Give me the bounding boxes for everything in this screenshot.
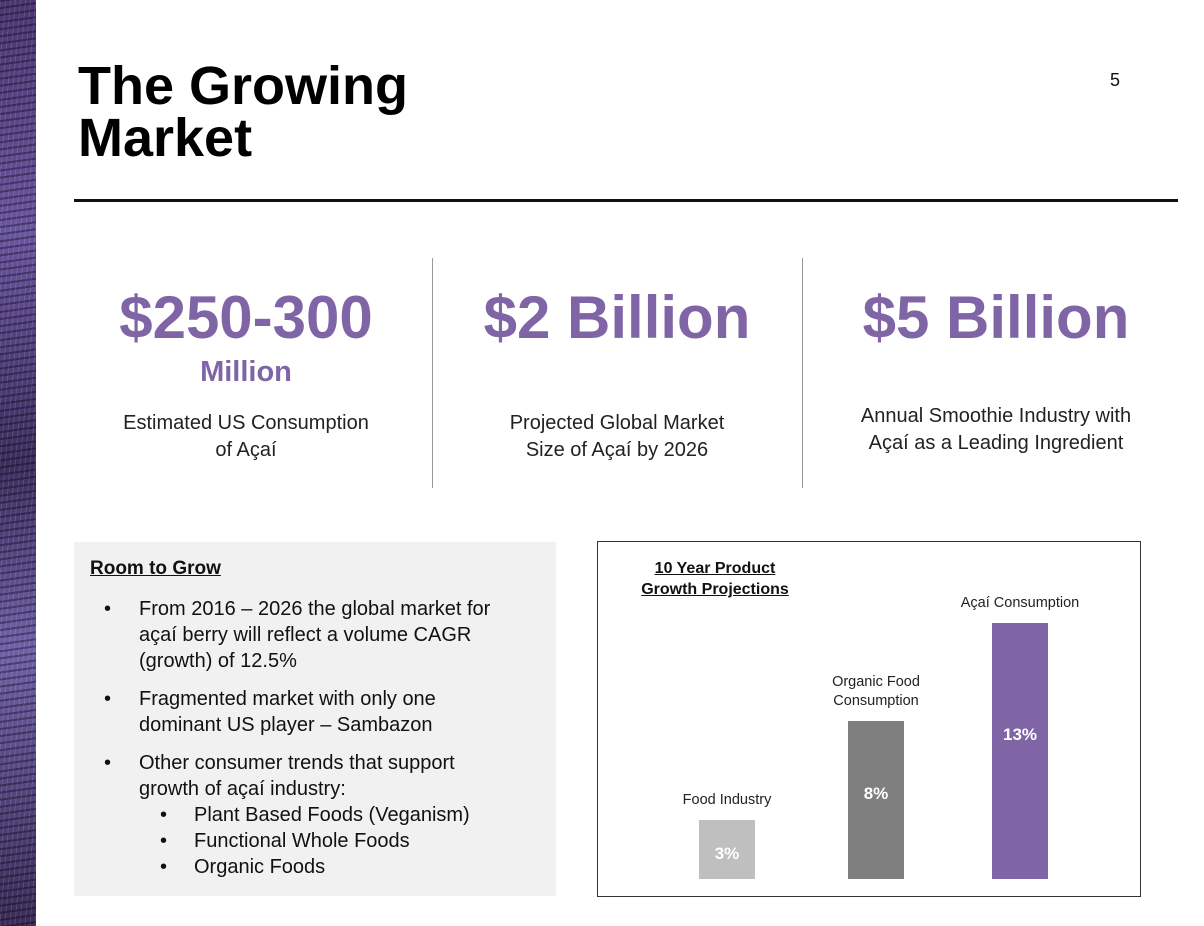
column-divider	[802, 258, 803, 488]
column-divider	[432, 258, 433, 488]
stat-description-line: Annual Smoothie Industry with	[860, 405, 1132, 427]
bullet-line: From 2016 – 2026 the global market for	[139, 598, 491, 620]
chart-bar	[699, 820, 755, 879]
growth-projection-chart: 10 Year Product Growth Projections 3% Foo…	[597, 541, 1141, 897]
chart-bar-value: 8%	[863, 784, 889, 804]
stat-global-market: $2 Billion Projected Global Market Size …	[467, 283, 767, 461]
page-number: 5	[1110, 70, 1121, 90]
bullet-marker: •	[104, 752, 112, 774]
chart-category-label: Açaí Consumption	[945, 594, 1095, 613]
stat-value: $5 Billion	[862, 284, 1130, 351]
room-to-grow-panel: Room to Grow • From 2016 – 2026 the glob…	[74, 542, 556, 896]
stat-description: Annual Smoothie Industry with Açaí as a …	[836, 403, 1156, 457]
stat-description-line: of Açaí	[215, 439, 277, 461]
sub-bullet-line: Functional Whole Foods	[194, 830, 410, 852]
chart-category-label-line: Organic Food	[832, 674, 920, 690]
bullet-marker: •	[104, 688, 112, 710]
sub-bullet-marker: •	[160, 804, 168, 826]
chart-title: 10 Year Product Growth Projections	[618, 558, 812, 600]
room-to-grow-title: Room to Grow	[90, 558, 221, 579]
stat-description-line: Estimated US Consumption	[123, 412, 369, 434]
chart-bar-value: 3%	[714, 843, 740, 863]
chart-category-label: Food Industry	[652, 791, 802, 810]
bullet-line: (growth) of 12.5%	[139, 650, 297, 672]
stat-description-line: Projected Global Market	[509, 412, 725, 434]
stat-description: Projected Global Market Size of Açaí by …	[467, 410, 767, 464]
bullet-line: dominant US player – Sambazon	[139, 714, 433, 736]
chart-bar	[992, 623, 1048, 879]
bullet-line: Fragmented market with only one	[139, 688, 436, 710]
sub-bullet-marker: •	[160, 830, 168, 852]
chart-category-label-line: Açaí Consumption	[960, 595, 1080, 611]
sub-bullet-line: Organic Foods	[194, 856, 326, 878]
bullet-line: açaí berry will reflect a volume CAGR	[139, 624, 472, 646]
bullet-line: growth of açaí industry:	[139, 778, 346, 800]
stat-value: $2 Billion	[483, 284, 751, 351]
stat-smoothie-industry: $5 Billion Annual Smoothie Industry with…	[836, 283, 1156, 454]
bullet-line: Other consumer trends that support	[139, 752, 455, 774]
chart-bar	[848, 721, 904, 879]
title-divider	[74, 199, 1178, 202]
chart-category-label-line: Food Industry	[682, 792, 772, 808]
stat-us-consumption: $250-300 Million Estimated US Consumptio…	[96, 283, 396, 461]
sub-bullet-marker: •	[160, 856, 168, 878]
stat-description: Estimated US Consumption of Açaí	[96, 410, 396, 464]
stat-value: $250-300	[119, 284, 373, 351]
sub-bullet-line: Plant Based Foods (Veganism)	[194, 804, 470, 826]
chart-category-label: Organic Food Consumption	[801, 673, 951, 711]
bullet-marker: •	[104, 598, 112, 620]
page-title: The Growing Market	[78, 56, 408, 168]
chart-title-line: 10 Year Product	[654, 560, 776, 577]
chart-bar-value: 13%	[1002, 725, 1038, 745]
stat-unit: Million	[200, 356, 292, 388]
stat-description-line: Açaí as a Leading Ingredient	[868, 432, 1124, 454]
chart-title-line: Growth Projections	[641, 581, 789, 598]
stat-description-line: Size of Açaí by 2026	[525, 439, 709, 461]
decorative-side-strip	[0, 0, 36, 926]
chart-category-label-line: Consumption	[833, 693, 919, 709]
